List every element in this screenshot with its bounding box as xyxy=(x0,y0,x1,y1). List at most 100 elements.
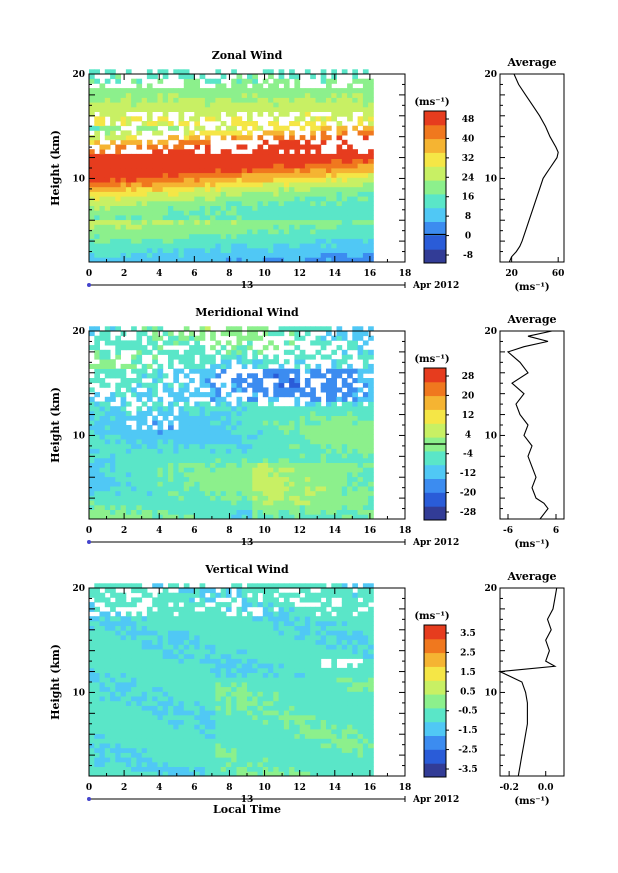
colorbar-swatch xyxy=(424,450,446,466)
x-tick-label: 12 xyxy=(293,269,306,279)
colorbar-swatch xyxy=(424,506,446,521)
colorbar-swatch xyxy=(424,638,446,654)
profile-y-tick-label: 10 xyxy=(484,174,497,184)
colorbar-swatch xyxy=(424,694,446,709)
x-axis: 0 2 4 6 8 10 12 14 16 18 xyxy=(86,74,411,279)
colorbar-swatch xyxy=(424,652,446,667)
average-profile: Average 10 20 -6 6 (ms⁻¹) xyxy=(484,313,565,550)
colorbar-swatch xyxy=(424,680,446,695)
x-tick-label: 2 xyxy=(121,783,127,793)
x-axis: 0 2 4 6 8 10 12 14 16 18 xyxy=(86,331,411,536)
x-tick-label: 4 xyxy=(156,783,162,793)
date-bar-start-marker xyxy=(87,540,91,544)
profile-x-tick-label: 0.0 xyxy=(538,783,554,793)
colorbar-swatch xyxy=(424,763,446,778)
colorbar-swatch xyxy=(424,423,446,438)
colorbar-swatch xyxy=(424,478,446,493)
heatmap-cells xyxy=(89,69,374,263)
y-axis: 10 20 xyxy=(72,584,405,777)
x-axis-label: Local Time xyxy=(213,803,281,816)
x-tick-label: 10 xyxy=(258,526,271,536)
colorbar-swatch xyxy=(424,721,446,736)
x-tick-label: 8 xyxy=(226,269,232,279)
colorbar-swatch xyxy=(424,152,446,167)
colorbar-swatch xyxy=(424,166,446,181)
colorbar-frame xyxy=(423,110,447,264)
colorbar-swatch xyxy=(424,368,446,383)
profile-y-tick-label: 20 xyxy=(484,70,497,80)
date-bar-start-marker xyxy=(87,283,91,287)
x-tick-label: 12 xyxy=(293,526,306,536)
heatmap-cells xyxy=(89,326,374,520)
colorbar-label: -2.5 xyxy=(458,746,477,756)
x-tick-label: 18 xyxy=(399,269,412,279)
y-tick-label: 20 xyxy=(72,327,85,337)
colorbar-label: 28 xyxy=(462,372,475,382)
colorbar-swatch xyxy=(424,749,446,764)
profile-y-tick-label: 10 xyxy=(484,688,497,698)
x-tick-label: 6 xyxy=(191,783,197,793)
y-tick-label: 10 xyxy=(72,174,85,184)
profile-x-tick-label: 20 xyxy=(505,269,518,279)
x-tick-label: 16 xyxy=(364,269,377,279)
x-tick-label: 4 xyxy=(156,526,162,536)
colorbar-label: 1.5 xyxy=(460,668,476,678)
x-tick-label: 14 xyxy=(329,783,342,793)
profile-line xyxy=(506,330,553,520)
profile-x-tick-label: -0.2 xyxy=(499,783,518,793)
colorbar-swatch xyxy=(424,735,446,750)
profile-title: Average xyxy=(506,570,556,583)
y-axis-label: Height (km) xyxy=(49,387,62,463)
y-axis-label: Height (km) xyxy=(49,644,62,720)
y-axis: 10 20 xyxy=(72,327,405,520)
colorbar-label: 48 xyxy=(462,115,475,125)
colorbar-label: 0 xyxy=(465,232,471,242)
date-label: 13 xyxy=(241,795,254,805)
colorbar-swatch xyxy=(424,492,446,507)
colorbar-label: 2.5 xyxy=(460,648,476,658)
x-tick-label: 16 xyxy=(364,526,377,536)
colorbar-swatch xyxy=(424,249,446,264)
profile-x-tick-label: 60 xyxy=(552,269,565,279)
colorbar-swatch xyxy=(424,395,446,410)
colorbar-frame xyxy=(423,624,447,778)
x-tick-label: 14 xyxy=(329,269,342,279)
month-label: Apr 2012 xyxy=(412,795,459,805)
date-bar-start-marker xyxy=(87,797,91,801)
colorbar-label: -20 xyxy=(460,489,476,499)
x-tick-label: 4 xyxy=(156,269,162,279)
x-tick-label: 10 xyxy=(258,783,271,793)
profile-y-tick-label: 20 xyxy=(484,327,497,337)
colorbar: (ms⁻¹) 48 40 32 24 16 8 0 -8 xyxy=(414,97,474,264)
x-tick-label: 10 xyxy=(258,269,271,279)
colorbar-label: 8 xyxy=(465,212,471,222)
colorbar-label: 24 xyxy=(462,173,475,183)
colorbar: (ms⁻¹) 3.5 2.5 1.5 0.5 -0.5 -1.5 -2.5 -3.5 xyxy=(414,611,478,778)
colorbar-swatch xyxy=(424,666,446,681)
x-tick-label: 0 xyxy=(86,526,92,536)
y-tick-label: 20 xyxy=(72,70,85,80)
colorbar-label: 20 xyxy=(462,391,475,401)
colorbar-label: 0.5 xyxy=(460,687,476,697)
colorbar-swatch xyxy=(424,193,446,209)
colorbar-label: 16 xyxy=(462,193,475,203)
profile-line xyxy=(508,73,559,263)
panel-title: Meridional Wind xyxy=(195,306,299,319)
colorbar-swatch xyxy=(424,235,446,250)
colorbar-swatch xyxy=(424,464,446,479)
colorbar-swatch xyxy=(424,207,446,222)
colorbar-label: -12 xyxy=(460,469,476,479)
colorbar-swatch xyxy=(424,221,446,236)
colorbar-swatch xyxy=(424,381,446,397)
colorbar-label: 12 xyxy=(462,411,475,421)
y-tick-label: 20 xyxy=(72,584,85,594)
x-tick-label: 14 xyxy=(329,526,342,536)
x-tick-label: 6 xyxy=(191,526,197,536)
x-axis: 0 2 4 6 8 10 12 14 16 18 xyxy=(86,588,411,793)
profile-x-label: (ms⁻¹) xyxy=(514,539,549,550)
x-tick-label: 2 xyxy=(121,269,127,279)
x-tick-label: 12 xyxy=(293,783,306,793)
panel-2: Meridional Wind 0 2 4 6 8 10 12 14 16 18 10 20 Height… xyxy=(49,306,565,550)
